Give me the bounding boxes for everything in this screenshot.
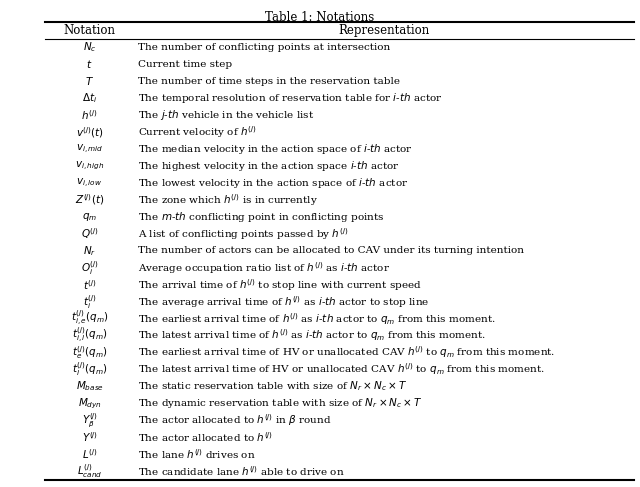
Text: The number of actors can be allocated to CAV under its turning intention: The number of actors can be allocated to… xyxy=(138,246,524,255)
Text: $Z^{(j)}(t)$: $Z^{(j)}(t)$ xyxy=(75,192,104,207)
Text: The zone which $h^{(j)}$ is in currently: The zone which $h^{(j)}$ is in currently xyxy=(138,192,317,208)
Text: The dynamic reservation table with size of $N_r \times N_c \times T$: The dynamic reservation table with size … xyxy=(138,396,422,411)
Text: $v_{i,low}$: $v_{i,low}$ xyxy=(76,176,103,189)
Text: $L_{cand}^{(j)}$: $L_{cand}^{(j)}$ xyxy=(77,462,102,480)
Text: $t_{i,e}^{(j)}(q_m)$: $t_{i,e}^{(j)}(q_m)$ xyxy=(71,309,108,328)
Text: Current velocity of $h^{(j)}$: Current velocity of $h^{(j)}$ xyxy=(138,124,256,140)
Text: The arrival time of $h^{(j)}$ to stop line with current speed: The arrival time of $h^{(j)}$ to stop li… xyxy=(138,277,421,293)
Text: The latest arrival time of HV or unallocated CAV $h^{(j)}$ to $q_m$ from this mo: The latest arrival time of HV or unalloc… xyxy=(138,361,545,377)
Text: $T$: $T$ xyxy=(85,75,94,87)
Text: Representation: Representation xyxy=(339,24,429,37)
Text: The highest velocity in the action space $i$-$th$ actor: The highest velocity in the action space… xyxy=(138,159,399,173)
Text: $Y^{(j)}$: $Y^{(j)}$ xyxy=(81,431,98,444)
Text: $q_m$: $q_m$ xyxy=(82,211,97,223)
Text: $O_i^{(j)}$: $O_i^{(j)}$ xyxy=(81,259,99,277)
Text: $L^{(j)}$: $L^{(j)}$ xyxy=(82,448,97,461)
Text: $v_{i,high}$: $v_{i,high}$ xyxy=(75,160,104,172)
Text: $h^{(j)}$: $h^{(j)}$ xyxy=(81,108,98,122)
Text: The $j$-$th$ vehicle in the vehicle list: The $j$-$th$ vehicle in the vehicle list xyxy=(138,108,314,122)
Text: The average arrival time of $h^{(j)}$ as $i$-$th$ actor to stop line: The average arrival time of $h^{(j)}$ as… xyxy=(138,294,429,310)
Text: $v_{i,mid}$: $v_{i,mid}$ xyxy=(76,143,104,156)
Text: The lowest velocity in the action space of $i$-$th$ actor: The lowest velocity in the action space … xyxy=(138,176,408,190)
Text: The candidate lane $h^{(j)}$ able to drive on: The candidate lane $h^{(j)}$ able to dri… xyxy=(138,464,344,478)
Text: The number of time steps in the reservation table: The number of time steps in the reservat… xyxy=(138,77,399,86)
Text: Table 1: Notations: Table 1: Notations xyxy=(266,11,374,24)
Text: $N_c$: $N_c$ xyxy=(83,40,97,54)
Text: A list of conflicting points passed by $h^{(j)}$: A list of conflicting points passed by $… xyxy=(138,226,348,242)
Text: The earliest arrival time of $h^{(j)}$ as $i$-$th$ actor to $q_m$ from this mome: The earliest arrival time of $h^{(j)}$ a… xyxy=(138,311,495,326)
Text: The latest arrival time of $h^{(j)}$ as $i$-$th$ actor to $q_m$ from this moment: The latest arrival time of $h^{(j)}$ as … xyxy=(138,328,485,343)
Text: $t$: $t$ xyxy=(86,58,93,70)
Text: The lane $h^{(j)}$ drives on: The lane $h^{(j)}$ drives on xyxy=(138,448,255,461)
Text: The actor allocated to $h^{(j)}$: The actor allocated to $h^{(j)}$ xyxy=(138,431,273,444)
Text: The static reservation table with size of $N_r \times N_c \times T$: The static reservation table with size o… xyxy=(138,379,407,393)
Text: $N_r$: $N_r$ xyxy=(83,244,96,258)
Text: Current time step: Current time step xyxy=(138,60,232,69)
Text: The number of conflicting points at intersection: The number of conflicting points at inte… xyxy=(138,43,390,52)
Text: $t_e^{(j)}(q_m)$: $t_e^{(j)}(q_m)$ xyxy=(72,344,108,361)
Text: The temporal resolution of reservation table for $i$-$th$ actor: The temporal resolution of reservation t… xyxy=(138,91,442,105)
Text: $t_{i,l}^{(j)}(q_m)$: $t_{i,l}^{(j)}(q_m)$ xyxy=(72,326,108,345)
Text: The median velocity in the action space of $i$-$th$ actor: The median velocity in the action space … xyxy=(138,142,413,156)
Text: The $m$-$th$ conflicting point in conflicting points: The $m$-$th$ conflicting point in confli… xyxy=(138,210,384,224)
Text: Average occupation ratio list of $h^{(j)}$ as $i$-$th$ actor: Average occupation ratio list of $h^{(j)… xyxy=(138,260,390,276)
Text: $t_i^{(j)}$: $t_i^{(j)}$ xyxy=(83,293,97,311)
Text: $Y_{\beta}^{(j)}$: $Y_{\beta}^{(j)}$ xyxy=(81,411,98,430)
Text: Notation: Notation xyxy=(63,24,116,37)
Text: $Q^{(j)}$: $Q^{(j)}$ xyxy=(81,226,99,241)
Text: $v^{(j)}(t)$: $v^{(j)}(t)$ xyxy=(76,125,104,139)
Text: The earliest arrival time of HV or unallocated CAV $h^{(j)}$ to $q_m$ from this : The earliest arrival time of HV or unall… xyxy=(138,345,555,360)
Text: $t_l^{(j)}(q_m)$: $t_l^{(j)}(q_m)$ xyxy=(72,360,108,378)
Text: $M_{dyn}$: $M_{dyn}$ xyxy=(77,396,102,411)
Text: $\Delta t_i$: $\Delta t_i$ xyxy=(82,91,97,105)
Text: $M_{base}$: $M_{base}$ xyxy=(76,379,104,393)
Text: The actor allocated to $h^{(j)}$ in $\beta$ round: The actor allocated to $h^{(j)}$ in $\be… xyxy=(138,412,331,428)
Text: $t^{(j)}$: $t^{(j)}$ xyxy=(83,278,97,292)
